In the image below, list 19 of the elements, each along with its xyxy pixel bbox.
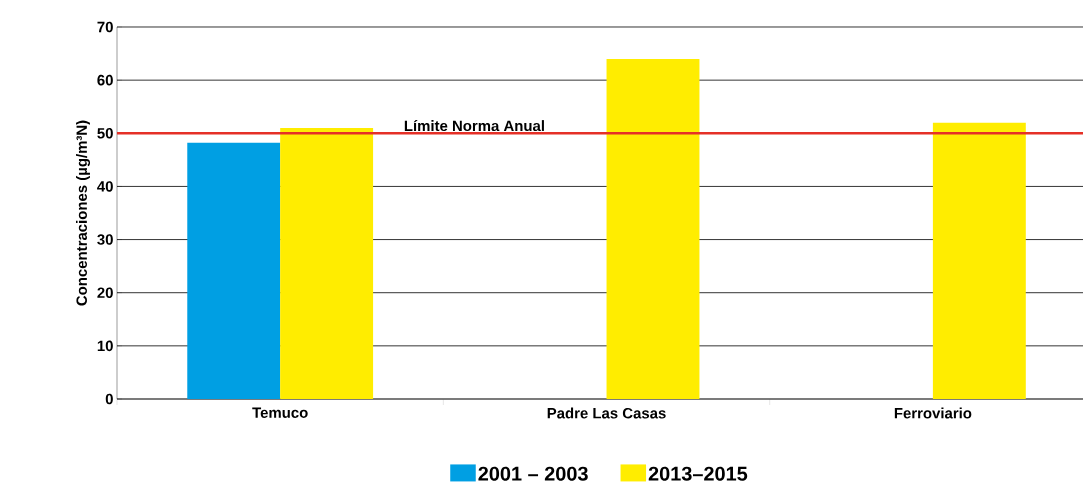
bar xyxy=(280,127,374,399)
y-tick-label: 0 xyxy=(105,393,113,405)
legend-label: 2013–2015 xyxy=(648,466,748,481)
x-tick-label: Padre Las Casas xyxy=(547,407,666,419)
legend-label: 2001 – 2003 xyxy=(478,466,588,481)
ref-line-label: Límite Norma Anual xyxy=(404,119,544,132)
x-tick-label: Temuco xyxy=(252,407,308,418)
x-tick-label: Ferroviario xyxy=(894,407,972,419)
y-tick-label: 20 xyxy=(97,287,113,298)
bar xyxy=(932,122,1026,399)
y-tick-label: 50 xyxy=(97,127,113,139)
bar xyxy=(187,142,281,399)
y-tick-label: 40 xyxy=(97,181,113,192)
y-tick-label: 30 xyxy=(97,234,113,245)
y-tick-label: 70 xyxy=(97,21,113,33)
bar xyxy=(606,58,700,399)
y-tick-label: 60 xyxy=(97,74,113,86)
y-tick-label: 10 xyxy=(97,340,113,352)
y-axis-title: Concentraciones (µg/m³N) xyxy=(76,120,91,306)
